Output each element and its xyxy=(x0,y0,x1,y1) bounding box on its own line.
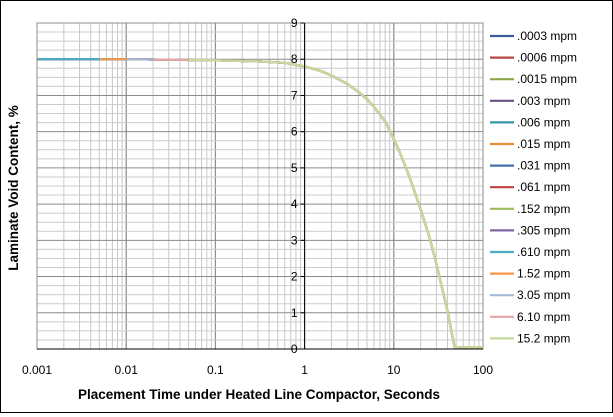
series-line xyxy=(188,58,483,349)
x-axis-title: Placement Time under Heated Line Compact… xyxy=(78,387,440,402)
legend-entry-label: 15.2 mpm xyxy=(517,331,570,345)
legend-entry-label: .031 mpm xyxy=(517,159,570,173)
y-tick-label: 7 xyxy=(291,88,298,102)
y-tick-label: 5 xyxy=(291,161,298,175)
legend-entry-label: .0015 mpm xyxy=(517,72,577,86)
legend-entry-label: .006 mpm xyxy=(517,115,570,129)
x-tick-label: 100 xyxy=(473,363,493,377)
y-tick-label: 4 xyxy=(291,197,298,211)
y-axis-title: Laminate Void Content, % xyxy=(6,105,21,271)
legend-entry-label: 3.05 mpm xyxy=(517,288,570,302)
gridlines xyxy=(36,22,484,350)
series-lines xyxy=(37,58,483,349)
axes xyxy=(37,22,483,350)
x-tick-label: 10 xyxy=(387,363,401,377)
y-tick-label: 3 xyxy=(291,233,298,247)
legend-entry-label: .061 mpm xyxy=(517,180,570,194)
y-tick-label: 2 xyxy=(291,270,298,284)
legend-entry-label: .152 mpm xyxy=(517,202,570,216)
x-tick-label: 0.1 xyxy=(207,363,224,377)
y-tick-label: 9 xyxy=(291,16,298,30)
x-tick-label: 0.001 xyxy=(22,363,52,377)
legend-entry-label: .0006 mpm xyxy=(517,51,577,65)
y-tick-label: 1 xyxy=(291,306,298,320)
legend-entry-label: .610 mpm xyxy=(517,245,570,259)
legend-entry-label: .305 mpm xyxy=(517,223,570,237)
x-tick-label: 1 xyxy=(301,363,308,377)
y-tick-label: 6 xyxy=(291,125,298,139)
legend: .0003 mpm .0006 mpm .0015 mpm .003 mpm .006 … xyxy=(490,29,577,345)
legend-entry-label: .0003 mpm xyxy=(517,29,577,43)
y-tick-label: 0 xyxy=(291,342,298,356)
y-tick-label: 8 xyxy=(291,52,298,66)
x-tick-label: 0.01 xyxy=(115,363,139,377)
legend-entry-label: 1.52 mpm xyxy=(517,267,570,281)
legend-entry-label: .003 mpm xyxy=(517,94,570,108)
legend-entry-label: 6.10 mpm xyxy=(517,310,570,324)
legend-entry-label: .015 mpm xyxy=(517,137,570,151)
